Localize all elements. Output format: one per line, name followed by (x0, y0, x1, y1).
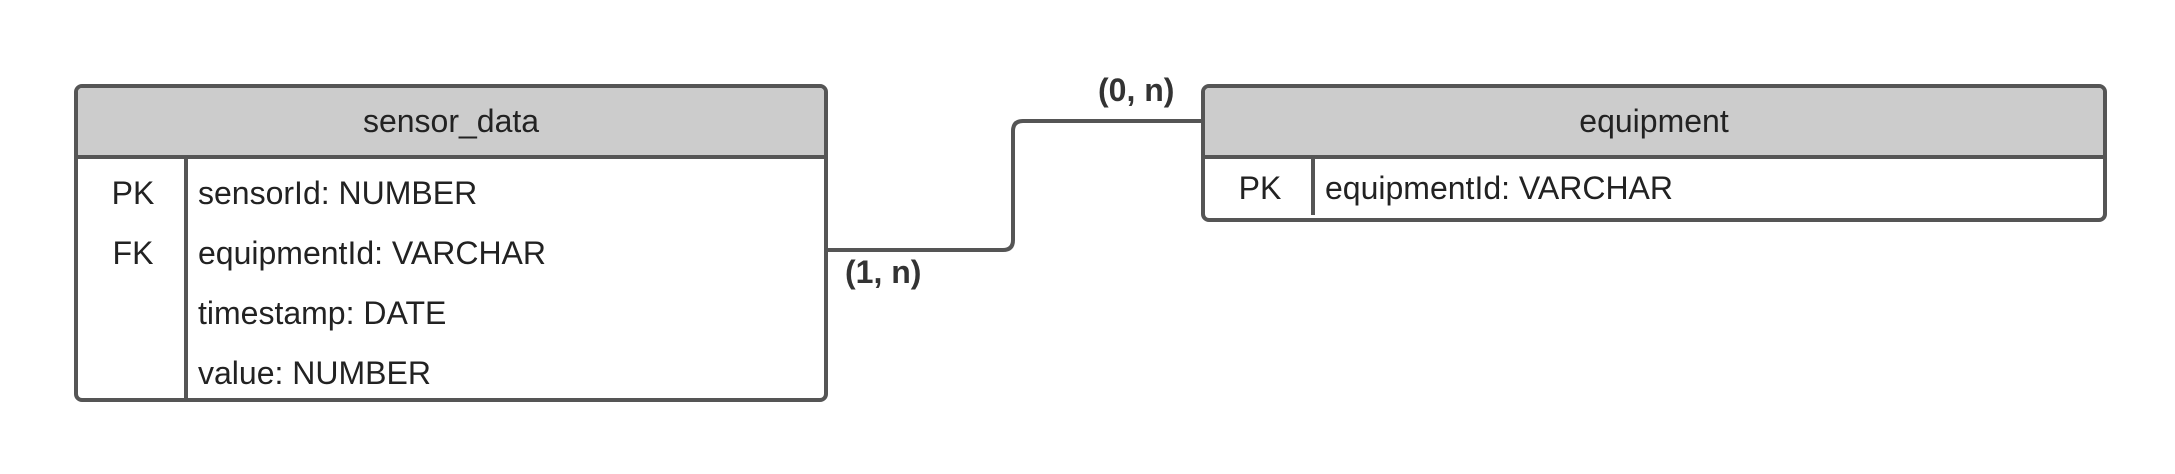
attribute-field: timestamp: DATE (198, 294, 447, 331)
attribute-key: FK (112, 234, 154, 271)
attribute-row: value: NUMBER (78, 343, 824, 398)
attribute-row: FK equipmentId: VARCHAR (78, 223, 824, 283)
key-column-divider (1205, 159, 1315, 215)
attribute-field: equipmentId: VARCHAR (198, 234, 546, 271)
entity-title: sensor_data (78, 88, 824, 159)
attribute-field: value: NUMBER (198, 354, 431, 391)
cardinality-sensor-side: (1, n) (845, 254, 922, 290)
entity-sensor-data[interactable]: sensor_data PK sensorId: NUMBER FK equip… (74, 84, 828, 402)
entity-attributes: PK sensorId: NUMBER FK equipmentId: VARC… (78, 159, 824, 398)
entity-attributes: PK equipmentId: VARCHAR (1205, 159, 2103, 215)
attribute-key: PK (111, 174, 155, 211)
attribute-row: timestamp: DATE (78, 283, 824, 343)
key-column-divider (78, 159, 188, 398)
attribute-field: sensorId: NUMBER (198, 174, 478, 211)
cardinality-equipment-side: (0, n) (1098, 72, 1175, 108)
entity-equipment[interactable]: equipment PK equipmentId: VARCHAR (1201, 84, 2107, 222)
relationship-line (828, 119, 1203, 252)
attribute-row: PK sensorId: NUMBER (78, 163, 824, 223)
attribute-row: PK equipmentId: VARCHAR (1205, 161, 2103, 215)
attribute-key: PK (1238, 169, 1282, 206)
entity-title: equipment (1205, 88, 2103, 159)
attribute-field: equipmentId: VARCHAR (1325, 169, 1673, 206)
